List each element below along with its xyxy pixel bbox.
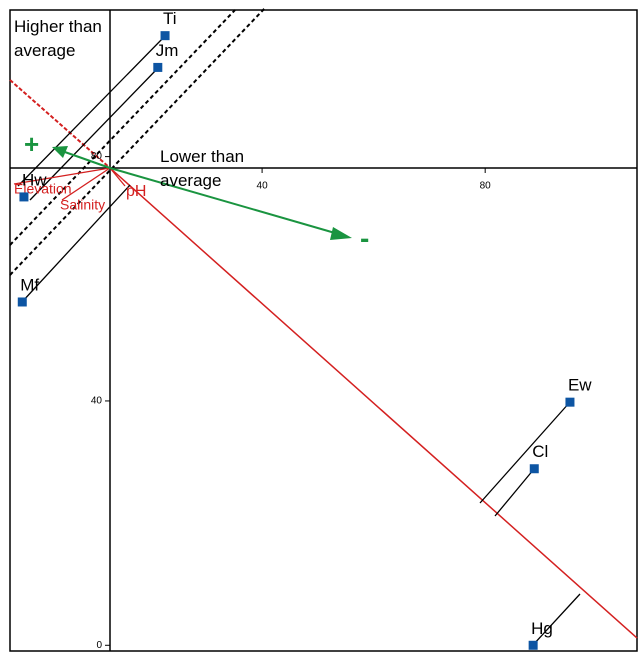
point [153, 62, 163, 72]
x-tick-label: 40 [257, 181, 269, 192]
projection [532, 593, 581, 646]
vector-label: pH [126, 183, 146, 200]
projection [494, 468, 535, 517]
projection [21, 184, 131, 303]
point-label: Hg [531, 619, 553, 638]
point-label: Hw [22, 170, 47, 189]
red-dashed [9, 79, 111, 169]
vector [61, 167, 111, 201]
arrow-head [52, 146, 68, 158]
annotation: Higher than average [14, 17, 102, 60]
projection [17, 35, 166, 187]
point [17, 297, 27, 307]
arrow-head [330, 227, 352, 240]
minus-sign: - [360, 222, 369, 253]
point-label: Ti [163, 9, 177, 28]
point [19, 192, 29, 202]
dashed-line [9, 9, 236, 246]
point-label: Jm [156, 41, 179, 60]
annotation-text: Lower than [160, 147, 244, 166]
point [160, 31, 170, 41]
annotation-text: Higher than [14, 17, 102, 36]
point [529, 464, 539, 474]
projection [479, 401, 571, 504]
point-label: Cl [532, 442, 548, 461]
green-arrow [109, 167, 336, 234]
y-tick-label: 40 [91, 396, 103, 407]
annotation-text: average [160, 171, 221, 190]
frame [9, 9, 638, 652]
annotation: Lower than average [160, 147, 244, 190]
x-tick-label: 80 [480, 181, 492, 192]
y-tick-label: 0 [96, 640, 102, 651]
red-line [109, 167, 638, 639]
vector [13, 167, 111, 185]
green-arrow [61, 150, 111, 169]
plus-sign: + [24, 129, 39, 159]
vector [109, 167, 126, 187]
point [565, 397, 575, 407]
point [528, 640, 538, 650]
point-label: Ew [568, 376, 592, 395]
dashed-line [9, 7, 266, 276]
point-label: Mf [20, 275, 39, 294]
vector-label: Salinity [60, 197, 105, 213]
annotation-text: average [14, 41, 75, 60]
y-tick-label: 80 [91, 151, 103, 162]
